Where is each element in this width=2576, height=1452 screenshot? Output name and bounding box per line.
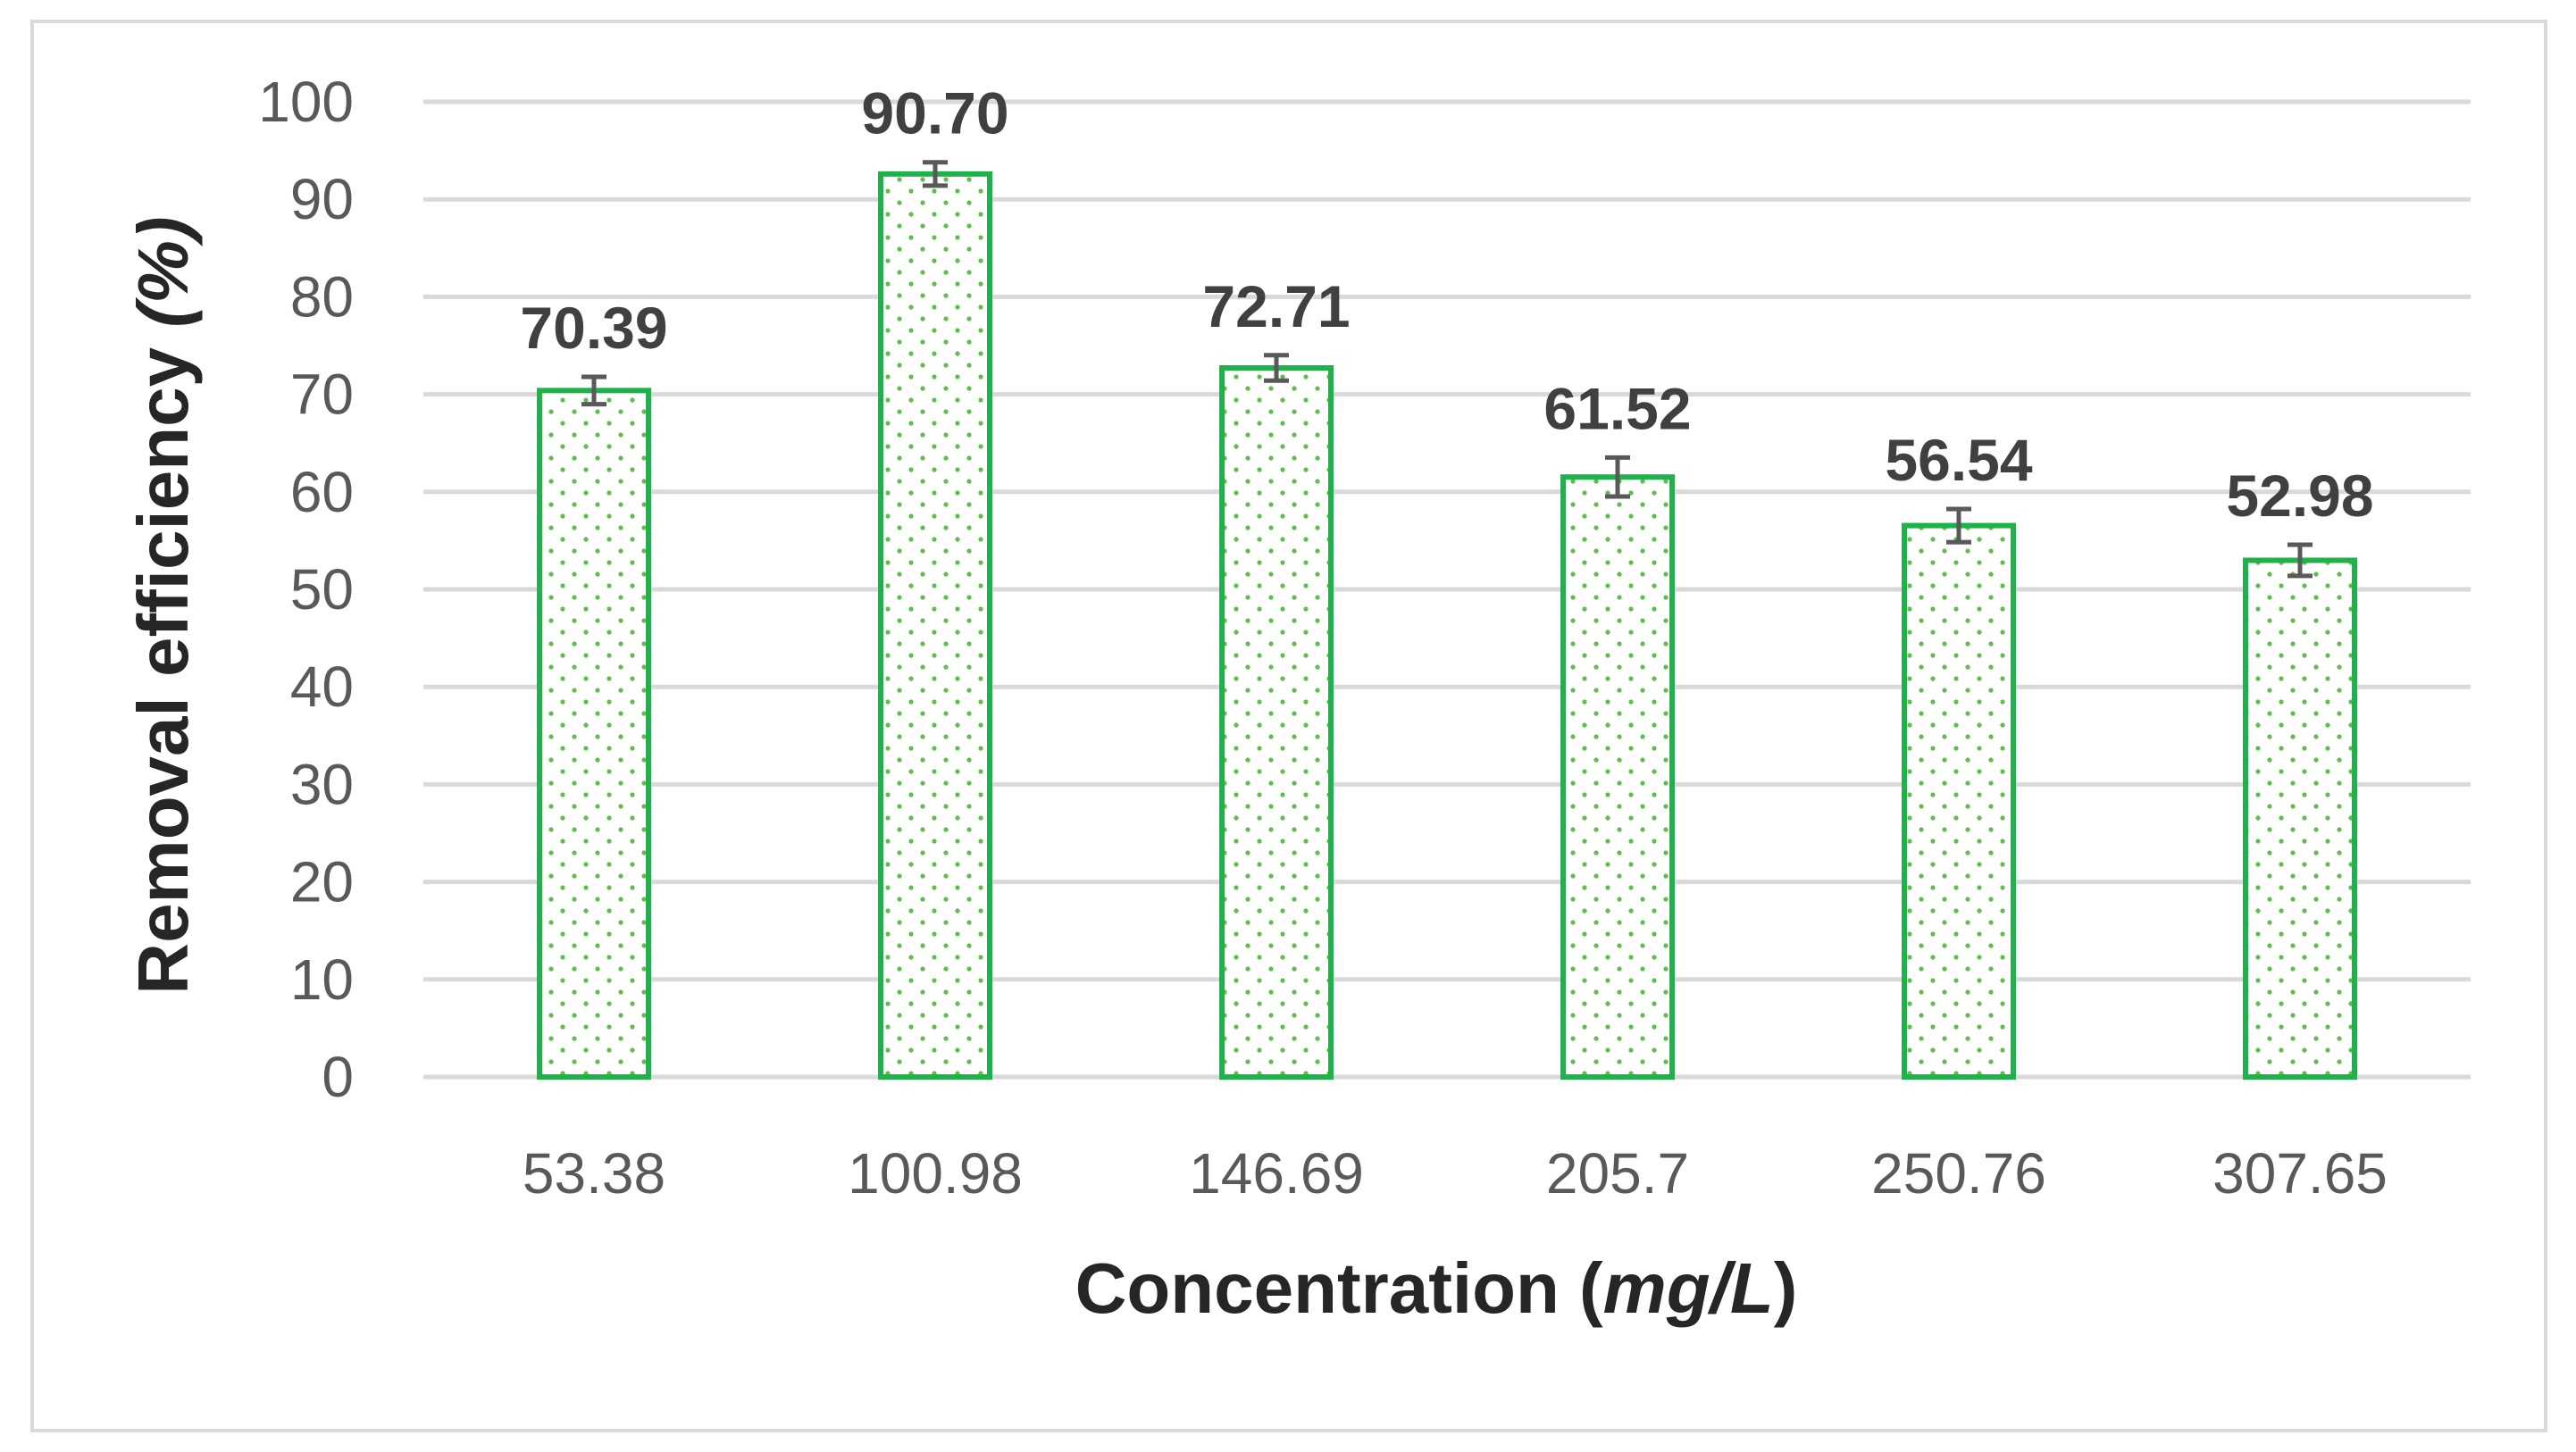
y-tick-label: 100 xyxy=(258,70,354,134)
y-tick-label: 30 xyxy=(290,752,354,816)
error-bars xyxy=(581,160,2313,579)
data-label-307.65: 52.98 xyxy=(2226,463,2373,529)
error-bar-100.98 xyxy=(923,160,948,188)
y-tick-label: 80 xyxy=(290,264,354,329)
y-tick-label: 70 xyxy=(290,363,354,427)
x-tick-label: 250.76 xyxy=(1871,1141,2046,1206)
error-bar-250.76 xyxy=(1946,506,1971,545)
y-tick-label: 0 xyxy=(322,1045,354,1109)
y-tick-label: 50 xyxy=(290,557,354,622)
bar-146.69 xyxy=(1219,365,1334,1081)
y-tick-label: 20 xyxy=(290,850,354,914)
x-tick-label: 100.98 xyxy=(848,1141,1023,1206)
y-tick-label: 60 xyxy=(290,460,354,524)
y-tick-label: 90 xyxy=(290,167,354,231)
bar-307.65 xyxy=(2243,557,2357,1080)
gridlines xyxy=(423,99,2471,1080)
error-bar-205.7 xyxy=(1605,455,1630,499)
data-label-250.76: 56.54 xyxy=(1885,427,2032,493)
data-label-100.98: 90.70 xyxy=(861,80,1008,146)
data-labels: 70.39 90.70 72.71 61.52 56.54 52.98 xyxy=(520,80,2373,529)
x-axis-ticks: 53.38 100.98 146.69 205.7 250.76 307.65 xyxy=(523,1141,2388,1206)
data-label-205.7: 61.52 xyxy=(1543,375,1691,441)
x-tick-label: 307.65 xyxy=(2212,1141,2388,1206)
bar-250.76 xyxy=(1902,522,2016,1080)
data-label-146.69: 72.71 xyxy=(1202,273,1350,339)
y-axis-title: Removal efficiency (%) xyxy=(123,216,203,994)
error-bar-146.69 xyxy=(1264,353,1289,383)
y-tick-label: 40 xyxy=(290,655,354,719)
y-tick-label: 10 xyxy=(290,947,354,1012)
data-label-53.38: 70.39 xyxy=(520,295,667,361)
bar-205.7 xyxy=(1560,474,1675,1080)
error-bar-53.38 xyxy=(581,374,606,407)
bars xyxy=(537,171,2357,1081)
y-axis-ticks: 0 10 20 30 40 50 60 70 80 90 100 xyxy=(258,70,354,1109)
bar-100.98 xyxy=(878,171,992,1081)
x-tick-label: 205.7 xyxy=(1546,1141,1689,1206)
x-tick-label: 53.38 xyxy=(523,1141,665,1206)
x-tick-label: 146.69 xyxy=(1189,1141,1364,1206)
bar-53.38 xyxy=(537,388,651,1080)
error-bar-307.65 xyxy=(2287,542,2313,579)
x-axis-title: Concentration (mg/L) xyxy=(1075,1248,1798,1328)
